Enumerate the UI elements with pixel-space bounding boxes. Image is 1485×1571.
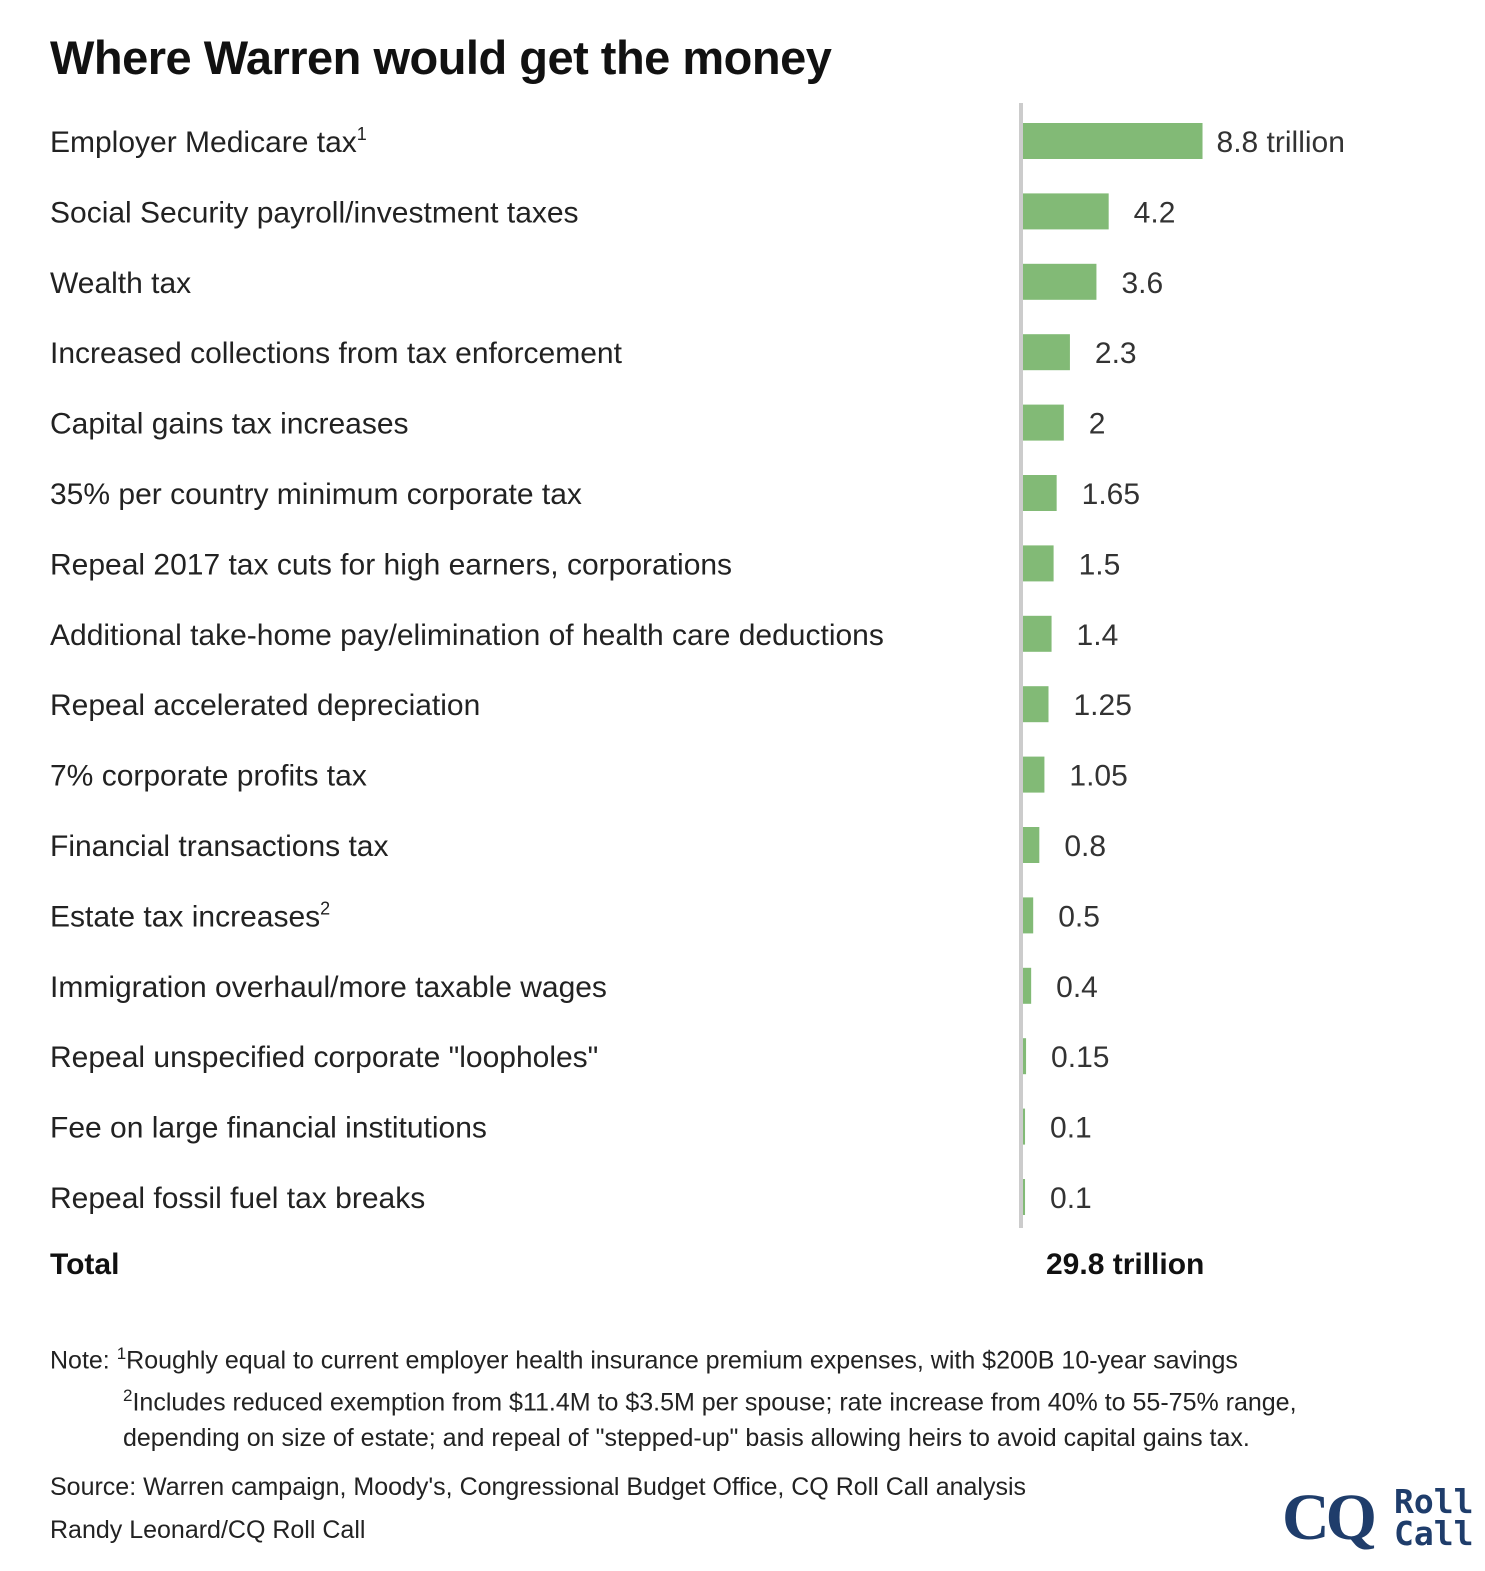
note-2-marker: 2 <box>123 1386 133 1406</box>
category-label-text: Repeal unspecified corporate "loopholes" <box>50 1041 598 1074</box>
total-label: Total <box>50 1248 120 1281</box>
category-label-text: Fee on large financial institutions <box>50 1112 487 1145</box>
bar <box>1023 756 1045 793</box>
bar <box>1023 1179 1026 1215</box>
value-label: 8.8 trillion <box>1217 126 1345 159</box>
category-label: Additional take-home pay/elimination of … <box>50 619 884 652</box>
logo-roll-call-text: Roll Call <box>1394 1482 1474 1553</box>
category-label-text: Social Security payroll/investment taxes <box>50 196 579 229</box>
bar <box>1023 897 1034 934</box>
category-label: Fee on large financial institutions <box>50 1112 487 1145</box>
category-label: Financial transactions tax <box>50 830 389 863</box>
cq-roll-call-logo: CQ Roll Call <box>1282 1481 1474 1554</box>
note-2-text-line2: depending on size of estate; and repeal … <box>123 1423 1250 1452</box>
category-label: Capital gains tax increases <box>50 408 409 441</box>
category-label-text: Repeal fossil fuel tax breaks <box>50 1182 425 1215</box>
note-1: Note: 1Roughly equal to current employer… <box>50 1336 1297 1378</box>
note-1-marker: 1 <box>116 1344 127 1363</box>
bar <box>1023 404 1064 441</box>
logo-cq-mark: CQ <box>1282 1481 1377 1554</box>
value-label: 1.4 <box>1077 619 1119 652</box>
category-label: Repeal accelerated depreciation <box>50 689 480 722</box>
category-label: Social Security payroll/investment taxes <box>50 196 579 229</box>
category-label: Estate tax increases2 <box>50 898 330 933</box>
category-label-text: 7% corporate profits tax <box>50 760 367 793</box>
value-labels: 8.8 trillion 4.2 3.6 2.3 2 1.65 1.5 1.4 1.25 1.05… <box>1050 126 1345 1215</box>
total-value: 29.8 trillion <box>1046 1248 1205 1281</box>
notes-block: Note: 1Roughly equal to current employer… <box>50 1336 1297 1456</box>
bars <box>1023 123 1203 1215</box>
category-label: 35% per country minimum corporate tax <box>50 478 582 511</box>
bar <box>1023 545 1054 582</box>
bar <box>1023 827 1040 863</box>
category-labels: Employer Medicare tax1 Social Security pa… <box>50 124 884 1215</box>
category-label: Repeal unspecified corporate "loopholes" <box>50 1041 598 1074</box>
category-label-text: Additional take-home pay/elimination of … <box>50 619 884 652</box>
category-label-text: Repeal 2017 tax cuts for high earners, c… <box>50 548 732 581</box>
logo-roll: Roll <box>1394 1482 1474 1521</box>
category-label: Increased collections from tax enforceme… <box>50 337 623 370</box>
value-label: 2 <box>1089 408 1106 441</box>
note-2: 2Includes reduced exemption from $11.4M … <box>50 1378 1297 1420</box>
bar <box>1023 686 1049 723</box>
category-label: Wealth tax <box>50 267 191 300</box>
value-label: 4.2 <box>1134 196 1176 229</box>
value-label: 1.05 <box>1069 760 1127 793</box>
value-label: 0.4 <box>1056 971 1098 1004</box>
value-label: 1.25 <box>1074 689 1132 722</box>
footnote-marker: 1 <box>357 124 367 144</box>
value-label: 0.5 <box>1058 900 1100 933</box>
category-label-text: Financial transactions tax <box>50 830 389 863</box>
bar <box>1023 263 1097 300</box>
value-label: 0.1 <box>1050 1112 1092 1145</box>
category-label-text: Repeal accelerated depreciation <box>50 689 480 722</box>
bar <box>1023 334 1070 371</box>
value-label: 2.3 <box>1095 337 1137 370</box>
value-label: 1.65 <box>1082 478 1140 511</box>
bar-chart: Employer Medicare tax1 Social Security pa… <box>50 103 1345 1228</box>
bar <box>1023 967 1032 1004</box>
category-label: 7% corporate profits tax <box>50 760 367 793</box>
category-label: Immigration overhaul/more taxable wages <box>50 971 607 1004</box>
category-label-text: Increased collections from tax enforceme… <box>50 337 623 370</box>
bar <box>1023 1108 1026 1145</box>
note-2-continued: depending on size of estate; and repeal … <box>50 1421 1297 1456</box>
category-label: Repeal 2017 tax cuts for high earners, c… <box>50 548 732 581</box>
value-label: 1.5 <box>1079 548 1121 581</box>
category-label-text: Capital gains tax increases <box>50 408 409 441</box>
value-label: 3.6 <box>1121 267 1163 300</box>
bar <box>1023 615 1052 652</box>
category-label-text: Employer Medicare tax <box>50 126 357 159</box>
note-2-text-line1: Includes reduced exemption from $11.4M t… <box>132 1388 1297 1417</box>
note-1-text: Roughly equal to current employer health… <box>126 1346 1238 1375</box>
value-label: 0.15 <box>1051 1041 1109 1074</box>
category-label: Employer Medicare tax1 <box>50 124 367 159</box>
chart-title: Where Warren would get the money <box>50 31 832 84</box>
bar <box>1023 193 1109 230</box>
credit-line: Randy Leonard/CQ Roll Call <box>50 1516 366 1544</box>
category-label-text: Estate tax increases <box>50 900 320 933</box>
category-label-text: Wealth tax <box>50 267 191 300</box>
source-line: Source: Warren campaign, Moody's, Congre… <box>50 1473 1027 1501</box>
logo-call: Call <box>1394 1514 1474 1553</box>
bar <box>1023 475 1057 511</box>
bar <box>1023 1038 1027 1075</box>
category-label-text: Immigration overhaul/more taxable wages <box>50 971 607 1004</box>
category-label-text: 35% per country minimum corporate tax <box>50 478 582 511</box>
bar <box>1023 123 1203 159</box>
note-prefix: Note: <box>50 1346 117 1375</box>
value-label: 0.8 <box>1064 830 1106 863</box>
value-label: 0.1 <box>1050 1182 1092 1215</box>
footnote-marker: 2 <box>320 898 330 918</box>
category-label: Repeal fossil fuel tax breaks <box>50 1182 425 1215</box>
